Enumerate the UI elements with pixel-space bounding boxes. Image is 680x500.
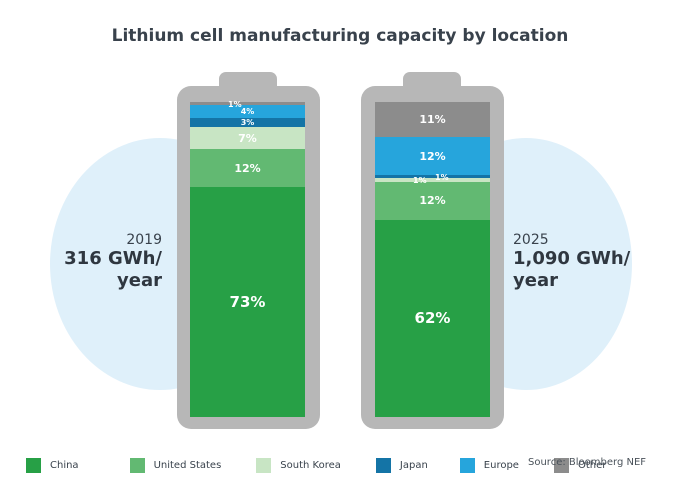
data-label-china-2025: 62% [414,309,451,328]
legend-label: China [50,459,79,471]
total-capacity-2025: 1,090 GWh/ [513,248,631,269]
bar-segment-china-2025: 62% [375,219,490,417]
legend-swatch [26,457,41,473]
legend-item-south-korea: South Korea [256,457,341,473]
bar-segment-other-2019 [190,102,305,106]
data-label-united-states-2019: 12% [234,161,261,175]
total-2019: 2019 316 GWh/ year [60,232,162,292]
data-label-south-korea-2025: 1% [413,175,427,185]
total-2025: 2025 1,090 GWh/ year [513,232,653,292]
bar-segment-united-states-2019: 12% [190,149,305,188]
legend-item-china: China [26,457,79,473]
legend: China United States South Korea Japan Europe… [26,457,606,473]
bar-segment-japan-2019: 3% [190,117,305,128]
total-unit-2025: year [513,270,558,291]
legend-swatch [129,457,145,473]
data-label-other-2025: 11% [419,113,446,126]
source-note: Source: Bloomberg NEF [528,457,647,468]
data-label-united-states-2025: 12% [419,194,446,208]
stacked-bar-2025: 62% 12% 12% 11% 1% 1% [375,102,490,417]
data-label-japan-2025: 1% [435,172,449,182]
legend-item-japan: Japan [375,457,428,473]
total-unit-2019: year [117,270,162,291]
total-year-2019: 2019 [126,232,162,248]
legend-item-europe: Europe [459,457,519,473]
legend-label: Europe [483,459,519,471]
legend-swatch [375,457,391,473]
bar-segment-europe-2019: 4% [190,105,305,118]
legend-label: Other [577,459,607,471]
legend-swatch [553,457,569,473]
data-label-other-2019: 1% [228,99,242,109]
bar-segment-united-states-2025: 12% [375,181,490,220]
total-capacity-2019: 316 GWh/ [64,248,162,269]
legend-swatch [459,457,475,473]
data-label-japan-2019: 3% [240,117,255,127]
data-label-south-korea-2019: 7% [238,131,257,145]
bar-segment-japan-2025 [375,175,490,179]
stacked-bar-2019: 73% 12% 7% 3% 4% 1% [190,99,305,417]
battery-cap-2019 [219,72,277,89]
data-label-europe-2019: 4% [240,106,255,116]
battery-cap-2025 [403,72,461,89]
legend-item-other: Other [553,457,607,473]
legend-label: Japan [399,459,428,471]
bar-segment-other-2025: 11% [375,102,490,137]
bar-segment-south-korea-2019: 7% [190,127,305,150]
data-label-china-2019: 73% [229,293,266,312]
legend-item-united-states: United States [129,457,222,473]
legend-swatch [256,457,272,473]
legend-label: South Korea [280,459,341,471]
bar-segment-south-korea-2025 [375,178,490,182]
chart-title: Lithium cell manufacturing capacity by l… [111,26,569,46]
legend-label: United States [153,459,222,471]
data-label-europe-2025: 12% [419,149,446,163]
bar-segment-china-2019: 73% [190,187,305,417]
bar-segment-europe-2025: 12% [375,137,490,176]
total-year-2025: 2025 [513,232,549,248]
